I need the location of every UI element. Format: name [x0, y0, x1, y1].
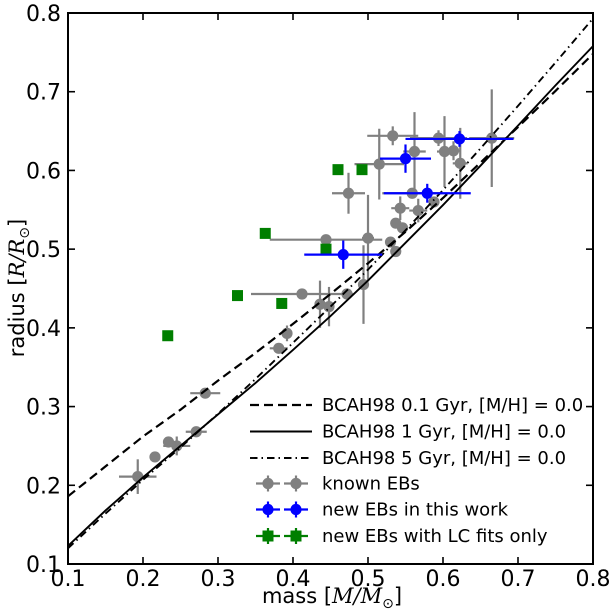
- data-point: [276, 297, 288, 309]
- data-point: [356, 164, 368, 176]
- y-tick-label: 0.5: [26, 238, 61, 263]
- y-tick-label: 0.3: [26, 396, 61, 421]
- x-tick-label: 0.2: [126, 567, 161, 592]
- legend: BCAH98 0.1 Gyr, [M/H] = 0.0 BCAH98 1 Gyr,…: [250, 395, 583, 547]
- data-point: [373, 158, 385, 170]
- legend-label: BCAH98 0.1 Gyr, [M/H] = 0.0: [322, 395, 583, 416]
- data-point: [296, 288, 308, 300]
- data-point: [132, 471, 144, 483]
- data-point: [273, 342, 285, 354]
- legend-marker: [290, 477, 302, 490]
- legend-marker: [262, 503, 274, 516]
- legend-marker: [290, 530, 302, 542]
- y-axis: 0.1 0.2 0.3 0.4 0.5 0.6 0.7 0.8: [26, 2, 593, 578]
- legend-entry: BCAH98 0.1 Gyr, [M/H] = 0.0: [250, 395, 583, 416]
- y-tick-label: 0.1: [26, 553, 61, 578]
- x-tick-label: 0.5: [351, 567, 386, 592]
- data-point: [337, 249, 349, 261]
- legend-marker: [262, 477, 274, 490]
- curve-bcah98-5-gyr: [67, 17, 594, 549]
- data-point: [314, 298, 326, 310]
- y-tick-label: 0.4: [26, 317, 61, 342]
- data-point: [412, 204, 424, 217]
- legend-label: new EBs in this work: [322, 500, 509, 521]
- y-tick-label: 0.8: [26, 2, 61, 27]
- x-tick-label: 0.1: [51, 567, 86, 592]
- data-point: [384, 236, 397, 248]
- y-tick-label: 0.2: [26, 474, 61, 499]
- series-new-ebs-in-this-work: [304, 131, 514, 269]
- legend-marker: [262, 530, 274, 542]
- plot-frame: [67, 12, 594, 565]
- legend-entry: new EBs in this work: [256, 500, 509, 521]
- data-point: [342, 187, 355, 199]
- data-point: [396, 222, 409, 234]
- data-point: [438, 145, 451, 158]
- data-point: [387, 130, 399, 142]
- legend-label: BCAH98 1 Gyr, [M/H] = 0.0: [322, 422, 566, 443]
- data-point: [447, 145, 460, 157]
- data-point: [171, 440, 183, 452]
- data-point: [399, 153, 412, 165]
- data-point: [454, 157, 466, 169]
- legend-entry: known EBs: [256, 474, 420, 495]
- legend-label: known EBs: [322, 474, 420, 495]
- data-point: [421, 187, 433, 199]
- data-point: [320, 243, 332, 255]
- legend-entry: BCAH98 1 Gyr, [M/H] = 0.0: [250, 422, 566, 443]
- x-tick-label: 0.8: [576, 567, 611, 592]
- data-point: [259, 227, 271, 239]
- legend-label: new EBs with LC fits only: [322, 526, 548, 547]
- legend-marker: [290, 503, 302, 516]
- x-tick-label: 0.7: [501, 567, 536, 592]
- x-tick-label: 0.4: [276, 567, 311, 592]
- x-axis: 0.1 0.2 0.3 0.4 0.5 0.6 0.7 0.8: [51, 13, 611, 592]
- legend-entry: BCAH98 5 Gyr, [M/H] = 0.0: [250, 448, 566, 469]
- legend-entry: new EBs with LC fits only: [256, 526, 548, 547]
- data-point: [149, 451, 161, 463]
- data-point: [232, 290, 243, 302]
- data-point: [323, 301, 335, 313]
- x-axis-label: mass [M/M⊙]: [262, 584, 402, 612]
- data-point: [453, 133, 466, 145]
- legend-label: BCAH98 5 Gyr, [M/H] = 0.0: [322, 448, 566, 469]
- series-new-ebs-with-lc-fits-only: [162, 164, 368, 342]
- y-tick-label: 0.6: [26, 159, 61, 184]
- y-tick-label: 0.7: [26, 81, 61, 106]
- curve-bcah98-1-gyr: [67, 45, 594, 547]
- data-point: [408, 145, 421, 158]
- data-point: [320, 234, 332, 246]
- data-point: [281, 327, 293, 339]
- data-point: [362, 232, 374, 244]
- data-point: [199, 387, 211, 399]
- y-axis-label: radius [R/R⊙]: [5, 219, 33, 357]
- data-point: [394, 202, 406, 214]
- x-tick-label: 0.3: [201, 567, 236, 592]
- data-point: [332, 164, 344, 176]
- x-tick-label: 0.6: [426, 567, 461, 592]
- data-point: [162, 330, 174, 342]
